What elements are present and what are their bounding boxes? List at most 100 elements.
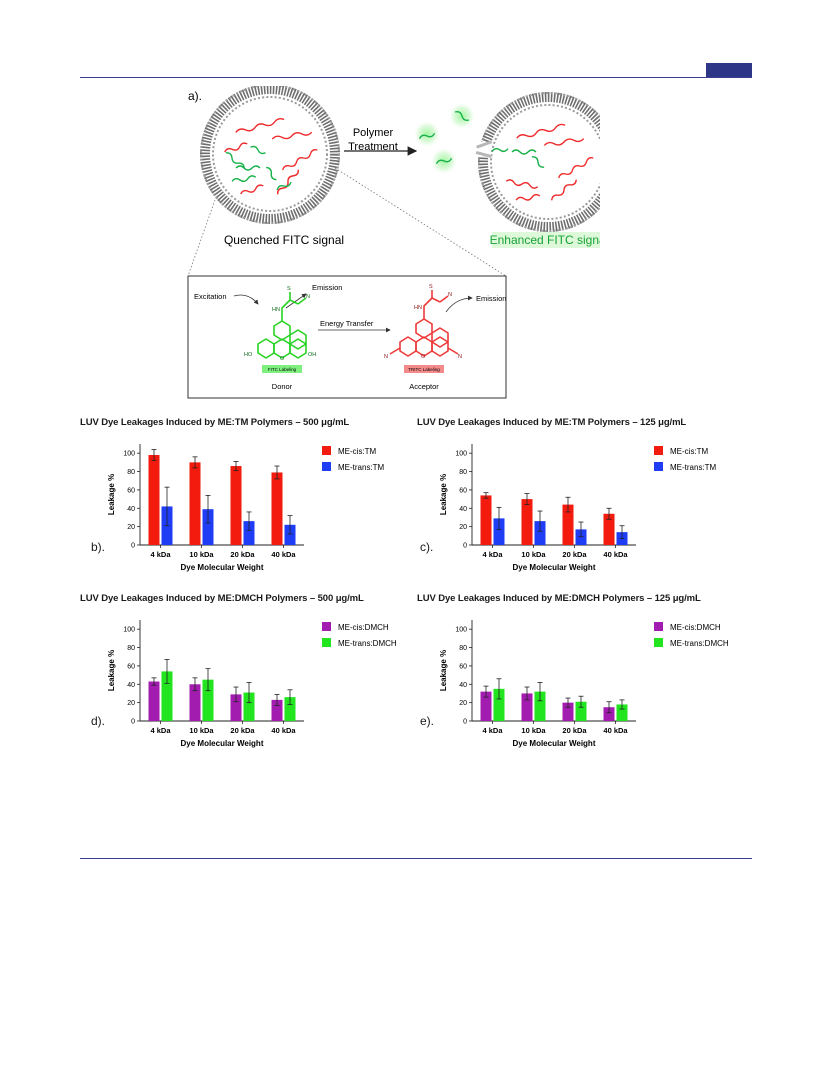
energy-transfer-label: Energy Transfer	[320, 319, 374, 328]
chart-c-xlabel: Dye Molecular Weight	[513, 563, 596, 572]
chart-b-bar	[230, 466, 242, 545]
chart-d-bar	[189, 684, 201, 721]
vesicle-left	[200, 86, 340, 224]
emission-right-label: Emission	[476, 294, 506, 303]
right-caption: Enhanced FITC signal	[490, 233, 600, 247]
chart-b-legend-swatch	[322, 446, 331, 455]
tritc-n-left: N	[384, 354, 388, 360]
chart-c-ytick-label: 20	[459, 524, 467, 531]
chart-b-bar	[202, 509, 214, 545]
chart-e-ytick-label: 80	[459, 645, 467, 652]
chart-b-bar	[243, 521, 255, 545]
chart-e-bar	[480, 691, 492, 721]
chart-d: Leakage % 0 20 40 60 80 100 4 kDa 10 kDa 20 kDa 40…	[108, 620, 397, 748]
chart-b-ytick-label: 100	[123, 451, 135, 458]
footer-rule	[80, 858, 752, 859]
arrow-label-line2: Treatment	[348, 141, 398, 153]
chart-d-xtick-label: 4 kDa	[150, 726, 171, 735]
chart-e-xlabel: Dye Molecular Weight	[513, 739, 596, 748]
chart-e-xtick-label: 4 kDa	[482, 726, 503, 735]
chart-c-legend-swatch	[654, 462, 663, 471]
panel-e-title: LUV Dye Leakages Induced by ME:DMCH Poly…	[417, 593, 701, 604]
chart-c-xtick-label: 20 kDa	[562, 550, 587, 559]
chart-d-ytick-label: 80	[127, 645, 135, 652]
chart-d-ytick-label: 20	[127, 700, 135, 707]
chart-d-bar	[148, 681, 160, 721]
chart-d-legend-swatch	[322, 638, 331, 647]
chart-b-bar	[284, 524, 296, 545]
chart-c-legend-label: ME-trans:TM	[670, 463, 717, 472]
chart-d-xtick-label: 10 kDa	[189, 726, 214, 735]
fitc-tag: FITC Labeling	[268, 367, 297, 372]
chart-e-ytick-label: 0	[463, 719, 467, 726]
chart-e-ytick-label: 20	[459, 700, 467, 707]
tritc-n-top: N	[448, 292, 452, 298]
fitc-ho: HO	[244, 352, 253, 358]
chart-d-bar	[230, 694, 242, 721]
chart-e-bar	[603, 707, 615, 721]
chart-c-bar	[493, 518, 505, 545]
tritc-n-right: N	[458, 354, 462, 360]
emission-left-label: Emission	[312, 283, 342, 292]
chart-b: Leakage % 0 20 40 60 80 100 4 kDa 10 kDa 20 kDa 40…	[108, 444, 385, 572]
tritc-molecule	[389, 290, 459, 357]
chart-b-xtick-label: 40 kDa	[271, 550, 296, 559]
fitc-hn: HN	[272, 307, 280, 313]
chart-d-bar	[271, 699, 283, 721]
chart-e-bar	[493, 688, 505, 721]
chart-e-xtick-label: 20 kDa	[562, 726, 587, 735]
chart-d-bar	[284, 697, 296, 721]
chart-b-xlabel: Dye Molecular Weight	[181, 563, 264, 572]
chart-c-bar	[575, 529, 587, 545]
chart-b-legend-label: ME-cis:TM	[338, 447, 377, 456]
vesicle-right	[475, 92, 600, 232]
chart-d-bar	[243, 692, 255, 721]
chart-d-ytick-label: 0	[131, 719, 135, 726]
panel-c-title: LUV Dye Leakages Induced by ME:TM Polyme…	[417, 417, 687, 428]
chart-e-ytick-label: 40	[459, 682, 467, 689]
chart-c-bar	[521, 499, 533, 545]
chart-c-xtick-label: 4 kDa	[482, 550, 503, 559]
chart-c-ytick-label: 100	[455, 451, 467, 458]
chart-b-ytick-label: 20	[127, 524, 135, 531]
fret-inset: Excitation Emission Energy Transfer Emis…	[187, 275, 507, 399]
tritc-hn: HN	[414, 305, 422, 311]
chart-b-bar	[148, 455, 160, 545]
header-tag	[706, 63, 752, 77]
chart-c-ytick-label: 40	[459, 506, 467, 513]
fitc-s: S	[287, 286, 291, 292]
fitc-o: O	[280, 356, 285, 362]
chart-d-legend-label: ME-trans:DMCH	[338, 639, 397, 648]
chart-c-bar	[480, 495, 492, 545]
chart-c-bar	[562, 504, 574, 545]
left-caption: Quenched FITC signal	[224, 233, 344, 247]
chart-d-ytick-label: 100	[123, 627, 135, 634]
tritc-s: S	[429, 284, 433, 290]
panel-c-label: c).	[420, 540, 434, 554]
fitc-n: N	[306, 294, 310, 300]
chart-c-ytick-label: 60	[459, 487, 467, 494]
chart-b-ytick-label: 40	[127, 506, 135, 513]
chart-b-legend-label: ME-trans:TM	[338, 463, 385, 472]
chart-e: Leakage % 0 20 40 60 80 100 4 kDa 10 kDa 20 kDa 40…	[440, 620, 729, 748]
chart-d-bar	[202, 679, 214, 721]
fitc-oh: OH	[308, 352, 316, 358]
chart-d-ytick-label: 40	[127, 682, 135, 689]
donor-label: Donor	[272, 382, 293, 391]
chart-d-xtick-label: 20 kDa	[230, 726, 255, 735]
fitc-molecule	[257, 292, 307, 359]
panel-b-title: LUV Dye Leakages Induced by ME:TM Polyme…	[80, 417, 350, 428]
chart-c-legend-label: ME-cis:TM	[670, 447, 709, 456]
acceptor-label: Acceptor	[409, 382, 439, 391]
chart-b-xtick-label: 20 kDa	[230, 550, 255, 559]
excitation-label: Excitation	[194, 292, 227, 301]
chart-e-ylabel: Leakage %	[440, 650, 448, 691]
chart-d-bar	[161, 671, 173, 721]
chart-c-bar	[603, 513, 615, 545]
chart-b-xtick-label: 4 kDa	[150, 550, 171, 559]
chart-c-ytick-label: 80	[459, 469, 467, 476]
arrow-label-line1: Polymer	[353, 127, 394, 139]
released-dyes	[413, 102, 476, 175]
panel-d-title: LUV Dye Leakages Induced by ME:DMCH Poly…	[80, 593, 364, 604]
chart-d-xlabel: Dye Molecular Weight	[181, 739, 264, 748]
